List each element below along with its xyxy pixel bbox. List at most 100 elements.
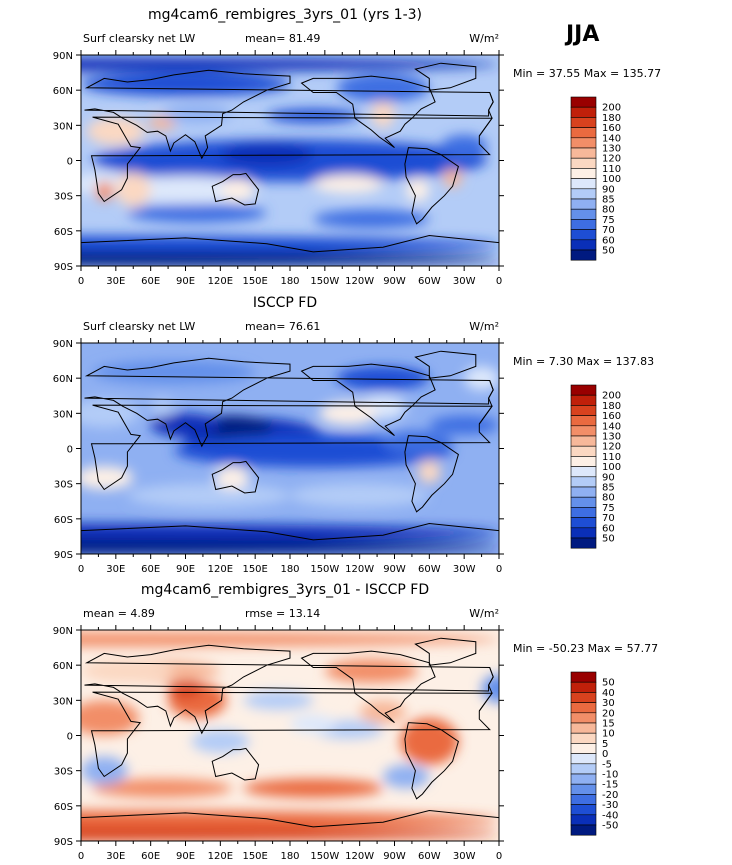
x-tick-label: 0: [78, 564, 84, 575]
x-tick-label: 60W: [418, 564, 441, 575]
colorbar-label: 70: [602, 513, 615, 524]
y-tick-label: 60S: [54, 227, 73, 238]
x-tick-label: 90W: [383, 851, 406, 862]
coastline-wrap: [478, 667, 494, 712]
minmax-label: Min = 7.30 Max = 137.83: [513, 355, 654, 368]
contour-region: [191, 729, 250, 754]
left-label: Surf clearsky net LW: [83, 32, 195, 45]
x-tick-label: 150W: [310, 276, 339, 287]
colorbar-box: [570, 722, 597, 734]
coastline-antarctica: [81, 809, 499, 841]
colorbar-label: 10: [602, 729, 615, 740]
colorbar-box: [570, 466, 597, 478]
coastline-greenland: [414, 62, 477, 91]
colorbar-box: [570, 147, 597, 159]
colorbar-box: [570, 814, 597, 826]
coastlines: [81, 62, 499, 266]
x-tick-label: 180: [280, 851, 299, 862]
colorbar-label: 110: [602, 452, 621, 463]
panel-3: mg4cam6_rembigres_3yrs_01 - ISCCP FD mean…: [53, 582, 658, 862]
x-tick-label: 30W: [453, 276, 476, 287]
x-tick-label: 30W: [453, 564, 476, 575]
colorbar-box: [570, 405, 597, 416]
contour-region: [150, 398, 174, 417]
coastline-namerica: [300, 75, 436, 149]
colorbar-box: [570, 507, 597, 518]
colorbar-label: -5: [602, 759, 612, 770]
coastline-eurasia: [84, 69, 494, 160]
contour-region: [464, 366, 499, 390]
coastline-namerica: [300, 650, 436, 724]
colorbar-box: [570, 127, 597, 139]
colorbar-label: 20: [602, 708, 615, 719]
colorbar-box: [570, 753, 597, 765]
x-axis: 0 30E 60E 90E 120E 150E 180 150W 120W 90W 60W 30W 0: [78, 625, 502, 862]
colorbar-label: 85: [602, 195, 615, 206]
units-label: W/m²: [469, 607, 499, 620]
contour-region: [115, 172, 151, 208]
map-contour-regions: [81, 632, 499, 841]
contour-region: [440, 134, 488, 159]
colorbar-label: 70: [602, 225, 615, 236]
colorbar-label: 50: [602, 246, 615, 257]
x-tick-label: 90E: [176, 276, 195, 287]
x-tick-label: 60E: [141, 276, 160, 287]
coastline-africa: [90, 116, 493, 203]
coastlines: [81, 350, 499, 554]
contour-region: [81, 810, 499, 830]
colorbar-box: [570, 415, 597, 427]
colorbar-box: [570, 527, 597, 539]
coastline-australia: [211, 172, 260, 206]
colorbar-label: 160: [602, 123, 621, 134]
contour-region: [81, 826, 499, 841]
center-label: mean= 81.49: [245, 32, 320, 45]
x-tick-label: 90E: [176, 851, 195, 862]
x-tick-label: 0: [78, 851, 84, 862]
center-label: rmse = 13.14: [245, 607, 320, 620]
y-tick-label: 90S: [54, 550, 73, 561]
x-tick-label: 30E: [106, 276, 125, 287]
x-tick-label: 60W: [418, 851, 441, 862]
colorbar-box: [570, 394, 597, 406]
contour-region: [371, 99, 395, 128]
contour-region: [243, 690, 314, 710]
contour-region: [319, 401, 378, 426]
contour-region: [382, 764, 430, 789]
y-tick-label: 60N: [53, 86, 73, 97]
x-tick-label: 90W: [383, 276, 406, 287]
contour-region: [313, 209, 430, 229]
colorbar-label: 50: [602, 534, 615, 545]
y-tick-label: 30S: [54, 767, 73, 778]
contour-region: [81, 700, 140, 736]
colorbar-label: 200: [602, 391, 621, 402]
map-contour-regions: [81, 360, 499, 554]
y-tick-label: 30S: [54, 192, 73, 203]
contour-region: [81, 235, 499, 255]
x-tick-label: 60E: [141, 564, 160, 575]
colorbar-label: 100: [602, 462, 621, 473]
x-tick-label: 150W: [310, 564, 339, 575]
x-tick-label: 30E: [106, 851, 125, 862]
coastline-greenland: [414, 637, 477, 666]
x-tick-label: 120W: [345, 276, 374, 287]
contour-region: [429, 415, 499, 435]
coastline-greenland: [414, 350, 477, 379]
contour-region: [406, 178, 430, 202]
contour-region: [148, 115, 177, 131]
colorbar-box: [570, 249, 597, 261]
contour-region: [336, 366, 430, 390]
colorbar-box: [570, 96, 597, 108]
x-tick-label: 30W: [453, 851, 476, 862]
contour-region: [127, 203, 267, 223]
colorbar-box: [570, 486, 597, 498]
colorbar-box: [570, 117, 597, 128]
x-tick-label: 90E: [176, 564, 195, 575]
colorbar-box: [570, 208, 597, 220]
colorbar-label: 80: [602, 493, 615, 504]
x-tick-label: 120E: [208, 851, 233, 862]
contour-region: [81, 466, 134, 490]
colorbar-box: [570, 537, 597, 549]
colorbar-label: 120: [602, 154, 621, 165]
y-tick-label: 90N: [53, 626, 73, 637]
colorbar-box: [570, 783, 597, 795]
